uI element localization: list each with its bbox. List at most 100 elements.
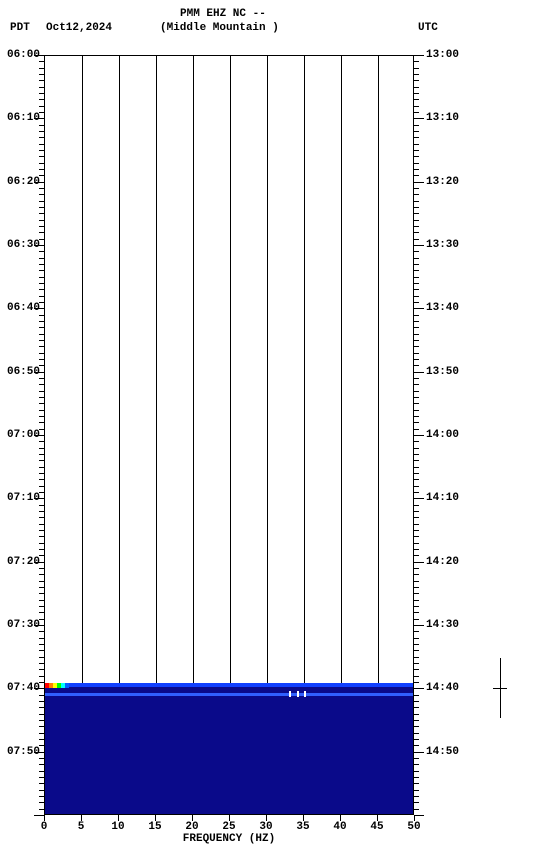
y-tick-minor-right [414, 448, 419, 449]
y-tick-minor-left [39, 524, 44, 525]
y-tick-minor-left [39, 796, 44, 797]
y-tick-minor-right [414, 460, 419, 461]
x-tick-label: 50 [399, 821, 429, 833]
y-tick-minor-left [39, 353, 44, 354]
y-tick-minor-left [39, 277, 44, 278]
y-tick-label-left: 07:20 [0, 556, 40, 568]
y-tick-minor-right [414, 74, 419, 75]
y-tick-minor-right [414, 568, 419, 569]
y-tick-label-left: 06:40 [0, 302, 40, 314]
y-tick-minor-right [414, 441, 419, 442]
y-tick-minor-left [39, 574, 44, 575]
y-tick-minor-left [39, 467, 44, 468]
y-tick-minor-left [39, 771, 44, 772]
y-tick-major-right [414, 498, 424, 499]
y-tick-minor-left [39, 327, 44, 328]
y-tick-label-left: 06:30 [0, 239, 40, 251]
y-tick-minor-left [39, 226, 44, 227]
time-marker-horizontal [493, 688, 507, 689]
station-subtitle: (Middle Mountain ) [160, 22, 279, 34]
y-tick-minor-right [414, 758, 419, 759]
y-tick-minor-right [414, 87, 419, 88]
y-tick-minor-left [39, 663, 44, 664]
y-tick-minor-left [39, 137, 44, 138]
y-tick-minor-right [414, 543, 419, 544]
y-tick-minor-right [414, 644, 419, 645]
y-tick-minor-right [414, 555, 419, 556]
y-tick-minor-left [39, 530, 44, 531]
y-tick-minor-right [414, 663, 419, 664]
spectrogram-white-tick [297, 691, 299, 697]
y-tick-minor-left [39, 232, 44, 233]
y-tick-label-left: 07:10 [0, 492, 40, 504]
y-tick-minor-left [39, 758, 44, 759]
y-tick-minor-left [39, 397, 44, 398]
y-tick-minor-right [414, 289, 419, 290]
y-tick-minor-right [414, 707, 419, 708]
y-tick-minor-left [39, 201, 44, 202]
y-tick-minor-left [39, 144, 44, 145]
y-tick-minor-left [39, 460, 44, 461]
y-tick-minor-left [39, 416, 44, 417]
y-tick-minor-left [39, 99, 44, 100]
x-tick-label: 0 [29, 821, 59, 833]
y-tick-minor-left [39, 410, 44, 411]
y-tick-minor-right [414, 733, 419, 734]
y-tick-minor-left [39, 403, 44, 404]
station-title: PMM EHZ NC -- [180, 8, 266, 20]
y-tick-major-right [414, 118, 424, 119]
y-tick-label-right: 13:30 [426, 239, 466, 251]
y-tick-minor-left [39, 80, 44, 81]
y-tick-minor-right [414, 353, 419, 354]
y-tick-minor-right [414, 739, 419, 740]
y-tick-minor-left [39, 707, 44, 708]
y-tick-minor-left [39, 125, 44, 126]
y-tick-minor-right [414, 93, 419, 94]
y-tick-minor-left [39, 93, 44, 94]
y-tick-minor-left [39, 340, 44, 341]
y-tick-minor-right [414, 650, 419, 651]
y-tick-minor-right [414, 473, 419, 474]
y-tick-minor-right [414, 175, 419, 176]
y-tick-minor-right [414, 517, 419, 518]
y-tick-minor-right [414, 536, 419, 537]
spectrogram-bright-line [45, 693, 413, 696]
y-tick-minor-right [414, 397, 419, 398]
y-tick-minor-right [414, 802, 419, 803]
x-tick-label: 20 [177, 821, 207, 833]
y-tick-minor-left [39, 764, 44, 765]
y-tick-minor-left [39, 486, 44, 487]
y-tick-minor-right [414, 676, 419, 677]
y-tick-minor-right [414, 701, 419, 702]
y-tick-minor-left [39, 156, 44, 157]
y-tick-minor-right [414, 296, 419, 297]
y-tick-minor-right [414, 144, 419, 145]
y-tick-minor-left [39, 473, 44, 474]
y-tick-minor-right [414, 695, 419, 696]
y-tick-label-right: 14:30 [426, 619, 466, 631]
y-tick-minor-left [39, 676, 44, 677]
y-tick-minor-right [414, 80, 419, 81]
y-tick-minor-left [39, 650, 44, 651]
y-tick-minor-left [39, 391, 44, 392]
y-tick-minor-left [39, 802, 44, 803]
y-tick-minor-right [414, 505, 419, 506]
y-tick-minor-right [414, 454, 419, 455]
y-tick-minor-left [39, 213, 44, 214]
y-tick-minor-right [414, 600, 419, 601]
y-tick-minor-left [39, 739, 44, 740]
x-tick-label: 35 [288, 821, 318, 833]
y-tick-minor-right [414, 68, 419, 69]
y-tick-label-left: 06:20 [0, 176, 40, 188]
y-tick-label-left: 07:40 [0, 682, 40, 694]
y-tick-minor-left [39, 543, 44, 544]
y-tick-label-left: 06:50 [0, 366, 40, 378]
y-tick-label-right: 13:50 [426, 366, 466, 378]
y-tick-minor-right [414, 619, 419, 620]
x-tick-label: 10 [103, 821, 133, 833]
x-tick-label: 25 [214, 821, 244, 833]
x-tick-label: 45 [362, 821, 392, 833]
y-tick-minor-right [414, 315, 419, 316]
y-tick-minor-left [39, 448, 44, 449]
y-tick-minor-right [414, 790, 419, 791]
